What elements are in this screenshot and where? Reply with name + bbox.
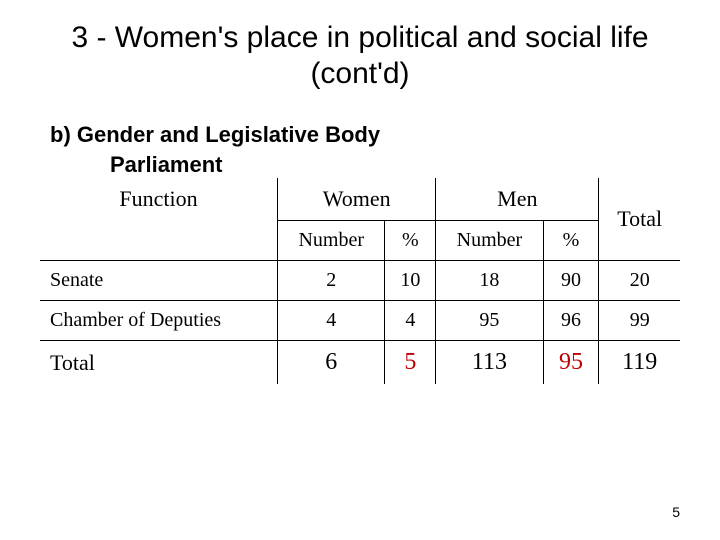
subheader-men-number: Number xyxy=(436,221,543,261)
cell-men-number: 18 xyxy=(436,261,543,301)
cell-men-percent: 96 xyxy=(543,301,599,341)
cell-total: 99 xyxy=(599,301,680,341)
cell-total: 20 xyxy=(599,261,680,301)
header-men: Men xyxy=(436,178,599,221)
row-label-total: Total xyxy=(40,341,278,385)
cell-men-percent: 90 xyxy=(543,261,599,301)
subheader-men-percent: % xyxy=(543,221,599,261)
header-women: Women xyxy=(278,178,436,221)
cell-women-percent: 10 xyxy=(385,261,436,301)
header-function: Function xyxy=(40,178,278,261)
gender-table: Function Women Men Total Number % Number… xyxy=(40,178,680,384)
section-subtitle: b) Gender and Legislative Body xyxy=(40,122,680,148)
page-title: 3 - Women's place in political and socia… xyxy=(40,20,680,92)
cell-men-number: 95 xyxy=(436,301,543,341)
subheader-women-number: Number xyxy=(278,221,385,261)
cell-men-number: 113 xyxy=(436,341,543,385)
table-row-total: Total 6 5 113 95 119 xyxy=(40,341,680,385)
section-subtitle-2: Parliament xyxy=(40,152,680,178)
cell-women-number: 2 xyxy=(278,261,385,301)
row-label: Senate xyxy=(40,261,278,301)
cell-women-percent: 4 xyxy=(385,301,436,341)
table-row: Chamber of Deputies 4 4 95 96 99 xyxy=(40,301,680,341)
cell-women-percent: 5 xyxy=(385,341,436,385)
page-number: 5 xyxy=(672,504,680,520)
subheader-women-percent: % xyxy=(385,221,436,261)
row-label: Chamber of Deputies xyxy=(40,301,278,341)
table-row: Senate 2 10 18 90 20 xyxy=(40,261,680,301)
cell-women-number: 4 xyxy=(278,301,385,341)
cell-total: 119 xyxy=(599,341,680,385)
cell-men-percent: 95 xyxy=(543,341,599,385)
cell-women-number: 6 xyxy=(278,341,385,385)
header-total: Total xyxy=(599,178,680,261)
